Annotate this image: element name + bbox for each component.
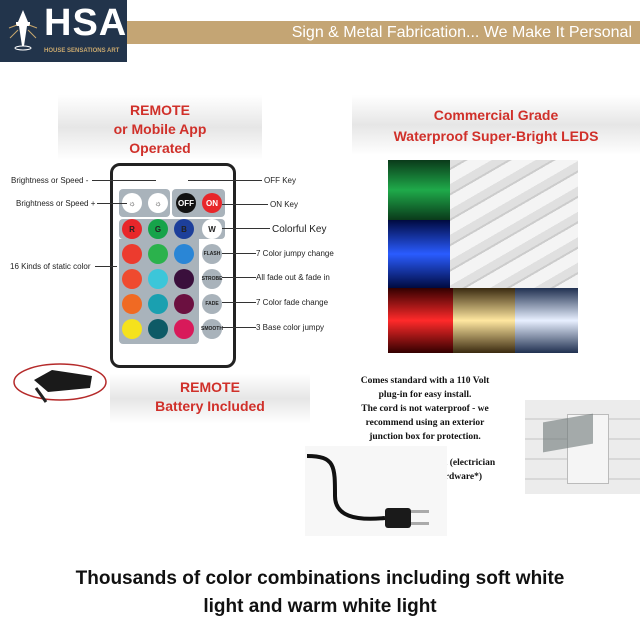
smooth-key[interactable]: SMOOTH [201,319,223,339]
battery-panel-line: REMOTE [180,379,240,395]
label-on-key: ON Key [270,200,299,209]
led-panel-line: Waterproof Super-Bright LEDS [393,128,599,144]
strobe-key[interactable]: STROBE [202,269,222,289]
brightness-down-icon[interactable]: ☼ [122,193,142,213]
color-key[interactable] [122,269,142,289]
fade-key[interactable]: FADE [202,294,222,314]
led-panel-line: Commercial Grade [433,107,559,123]
power-note-line: plug-in for easy install. [378,390,472,400]
green-key[interactable]: G [148,219,168,239]
label-flash: 7 Color jumpy change [256,249,334,258]
logo-text: HSA [44,2,128,44]
label-colorful-key: Colorful Key [272,224,327,235]
color-key[interactable] [148,319,168,339]
color-key[interactable] [148,294,168,314]
remote-control: ☼ ☼ OFF ON R G B W FLASH STROBE FADE SMO… [110,163,236,368]
footer-line: Thousands of color combinations includin… [75,568,565,589]
battery-panel: REMOTE Battery Included [110,374,310,424]
label-strobe: All fade out & fade in [256,273,330,282]
power-note-line: Comes standard with a 110 Volt [360,376,490,386]
logo-subtitle: HOUSE SENSATIONS ART [44,48,120,54]
off-key[interactable]: OFF [176,193,196,213]
junction-box-photo [525,400,640,494]
flash-key[interactable]: FLASH [202,244,222,264]
label-smooth: 3 Base color jumpy [256,323,325,332]
color-key[interactable] [174,319,194,339]
led-modules-photo [388,160,578,353]
color-key[interactable] [148,244,168,264]
color-key[interactable] [174,294,194,314]
remote-panel-line: or Mobile App [113,121,207,137]
label-brightness-up: Brightness or Speed + [16,199,96,208]
power-note-line: The cord is not waterproof - we [361,404,489,414]
label-brightness-down: Brightness or Speed - [11,176,89,185]
brightness-up-icon[interactable]: ☼ [148,193,168,213]
color-key[interactable] [174,244,194,264]
footer-text: Thousands of color combinations includin… [0,565,640,621]
label-static-color: 16 Kinds of static color [10,262,91,271]
power-note-line: junction box for protection. [369,432,481,442]
battery-image [12,362,108,404]
tagline: Sign & Metal Fabrication... We Make It P… [127,21,640,44]
color-key[interactable] [174,269,194,289]
white-key[interactable]: W [202,219,222,239]
remote-panel-line: REMOTE [130,102,190,118]
label-off-key: OFF Key [264,176,297,185]
color-key[interactable] [148,269,168,289]
led-panel: Commercial Grade Waterproof Super-Bright… [352,95,640,155]
logo: HSA HOUSE SENSATIONS ART [0,0,127,62]
torch-icon [8,10,38,51]
color-key[interactable] [122,319,142,339]
remote-panel-line: Operated [129,140,191,156]
battery-panel-line: Battery Included [155,398,265,414]
label-fade: 7 Color fade change [256,298,329,307]
color-key[interactable] [122,294,142,314]
color-key[interactable] [122,244,142,264]
footer-line: light and warm white light [203,596,437,617]
plug-photo [305,446,447,536]
blue-key[interactable]: B [174,219,194,239]
power-note-line: recommend using an exterior [365,418,485,428]
on-key[interactable]: ON [202,193,222,213]
remote-panel: REMOTE or Mobile App Operated [58,95,262,160]
red-key[interactable]: R [122,219,142,239]
